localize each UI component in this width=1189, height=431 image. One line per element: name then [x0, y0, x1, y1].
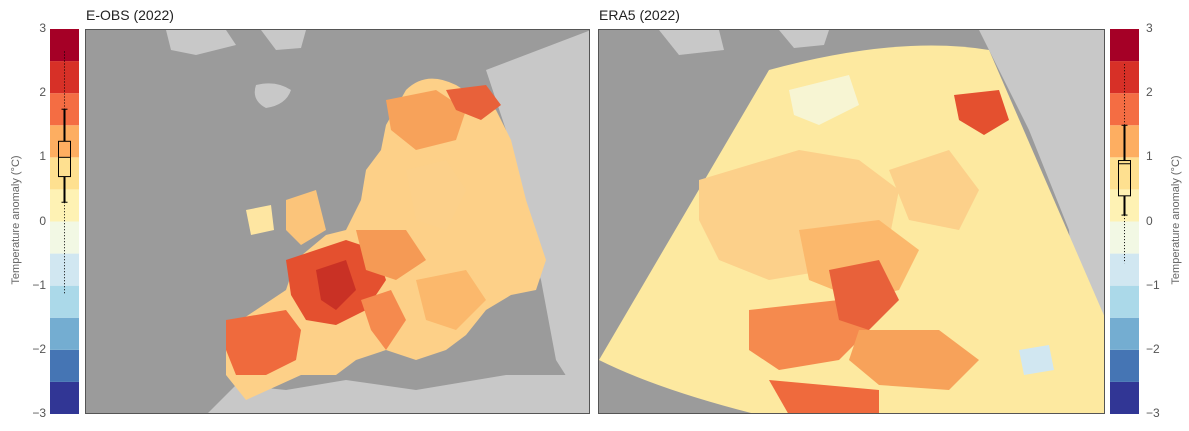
north-africa-land	[208, 375, 589, 413]
eobs-kola	[446, 85, 501, 120]
eobs-color-bin	[50, 285, 79, 318]
svalbard-land	[779, 30, 829, 48]
era5-north-africa	[769, 380, 879, 413]
era5-color-bin	[1110, 381, 1139, 414]
panel-title-era5: ERA5 (2022)	[599, 7, 680, 23]
colorbar-right-tick-label: −1	[1146, 277, 1160, 292]
eobs-color-bin	[50, 29, 79, 62]
colorbar-left-tick-label: 2	[39, 85, 46, 100]
russia-land	[979, 30, 1104, 360]
eobs-balkans	[416, 270, 486, 330]
colorbar-left-tick-label: 0	[39, 213, 46, 228]
era5-cool-patch	[789, 75, 859, 125]
colorbar-left-tick-label: −1	[32, 277, 46, 292]
eobs-ireland	[246, 205, 274, 235]
map-panel-era5	[598, 29, 1105, 414]
era5-color-bin	[1110, 29, 1139, 62]
map-eobs	[86, 30, 589, 413]
colorbar-right-tick-label: −3	[1146, 406, 1160, 420]
russia-land	[486, 30, 589, 412]
era5-cool-turkey	[1019, 345, 1054, 375]
colorbar-right-tick-label: −2	[1146, 341, 1160, 356]
colorbar-left-tick-label: 3	[39, 21, 46, 35]
svalbard-land	[261, 30, 306, 50]
eobs-central	[356, 230, 426, 280]
colorbar-right	[1110, 29, 1139, 414]
colorbar-left-svg	[50, 29, 79, 414]
colorbar-left-tick-label: −2	[32, 341, 46, 356]
eobs-color-bin	[50, 349, 79, 382]
greenland-land	[166, 30, 236, 55]
colorbar-left-tick-label: 1	[39, 149, 46, 164]
eobs-scandinavia	[386, 90, 466, 150]
eobs-baltic	[406, 160, 466, 230]
eobs-color-bin	[50, 381, 79, 414]
greenland-land	[659, 30, 724, 55]
era5-baltic	[889, 150, 979, 230]
era5-color-bin	[1110, 317, 1139, 350]
era5-color-bin	[1110, 157, 1139, 190]
era5-color-bin	[1110, 253, 1139, 286]
colorbar-left-tick-label: −3	[32, 406, 46, 420]
eobs-box	[58, 140, 71, 178]
era5-kola	[954, 90, 1009, 135]
map-era5	[599, 30, 1104, 413]
era5-box	[1118, 160, 1131, 197]
eobs-hotspot	[316, 260, 356, 310]
map-panel-eobs	[85, 29, 590, 414]
era5-hotspot	[829, 260, 899, 330]
eobs-britain	[286, 190, 326, 245]
panel-title-eobs: E-OBS (2022)	[86, 7, 174, 23]
colorbar-right-tick-label: 3	[1146, 21, 1153, 35]
eobs-italy	[361, 290, 406, 350]
colorbar-right-tick-label: 1	[1146, 149, 1153, 164]
era5-med	[849, 330, 979, 390]
colorbar-left	[50, 29, 79, 414]
eobs-color-bin	[50, 317, 79, 350]
eobs-iberia	[226, 310, 301, 375]
colorbar-right-tick-label: 2	[1146, 85, 1153, 100]
era5-color-bin	[1110, 93, 1139, 126]
era5-color-bin	[1110, 349, 1139, 382]
colorbar-right-tick-label: 0	[1146, 213, 1153, 228]
iceland-land	[254, 83, 291, 108]
colorbar-right-svg	[1110, 29, 1139, 414]
era5-color-bin	[1110, 285, 1139, 318]
